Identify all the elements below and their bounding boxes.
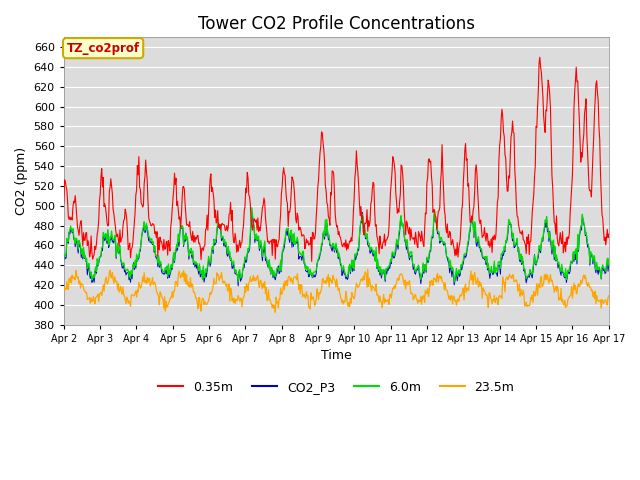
6.0m — [70, 232, 77, 238]
0.35m — [181, 202, 189, 207]
6.0m — [210, 238, 218, 243]
6.0m — [451, 279, 458, 285]
0.35m — [126, 240, 134, 246]
6.0m — [60, 255, 68, 261]
0.35m — [70, 198, 77, 204]
0.35m — [605, 231, 612, 237]
Title: Tower CO2 Profile Concentrations: Tower CO2 Profile Concentrations — [198, 15, 475, 33]
CO2_P3 — [358, 209, 366, 215]
CO2_P3 — [210, 236, 218, 242]
CO2_P3 — [126, 272, 134, 277]
0.35m — [308, 258, 316, 264]
23.5m — [181, 270, 189, 276]
CO2_P3 — [60, 258, 68, 264]
6.0m — [605, 256, 612, 262]
0.35m — [60, 200, 68, 206]
CO2_P3 — [605, 259, 612, 265]
23.5m — [404, 282, 412, 288]
6.0m — [403, 237, 411, 242]
Y-axis label: CO2 (ppm): CO2 (ppm) — [15, 147, 28, 215]
23.5m — [126, 300, 134, 306]
23.5m — [605, 293, 612, 299]
Line: 0.35m: 0.35m — [64, 57, 609, 261]
X-axis label: Time: Time — [321, 349, 352, 362]
6.0m — [126, 269, 134, 275]
CO2_P3 — [181, 239, 189, 244]
Line: CO2_P3: CO2_P3 — [64, 212, 609, 286]
23.5m — [271, 309, 279, 315]
Line: 6.0m: 6.0m — [64, 208, 609, 282]
23.5m — [60, 285, 68, 290]
23.5m — [210, 276, 218, 281]
CO2_P3 — [420, 271, 428, 276]
CO2_P3 — [404, 249, 412, 255]
23.5m — [420, 292, 428, 298]
0.35m — [419, 240, 427, 246]
23.5m — [364, 266, 372, 272]
Line: 23.5m: 23.5m — [64, 269, 609, 312]
CO2_P3 — [234, 283, 242, 289]
Text: TZ_co2prof: TZ_co2prof — [67, 42, 140, 55]
0.35m — [536, 54, 543, 60]
CO2_P3 — [70, 236, 77, 241]
0.35m — [403, 220, 411, 226]
Legend: 0.35m, CO2_P3, 6.0m, 23.5m: 0.35m, CO2_P3, 6.0m, 23.5m — [153, 376, 520, 399]
0.35m — [210, 197, 218, 203]
6.0m — [181, 236, 189, 242]
6.0m — [248, 205, 255, 211]
6.0m — [419, 260, 427, 266]
23.5m — [70, 274, 77, 280]
